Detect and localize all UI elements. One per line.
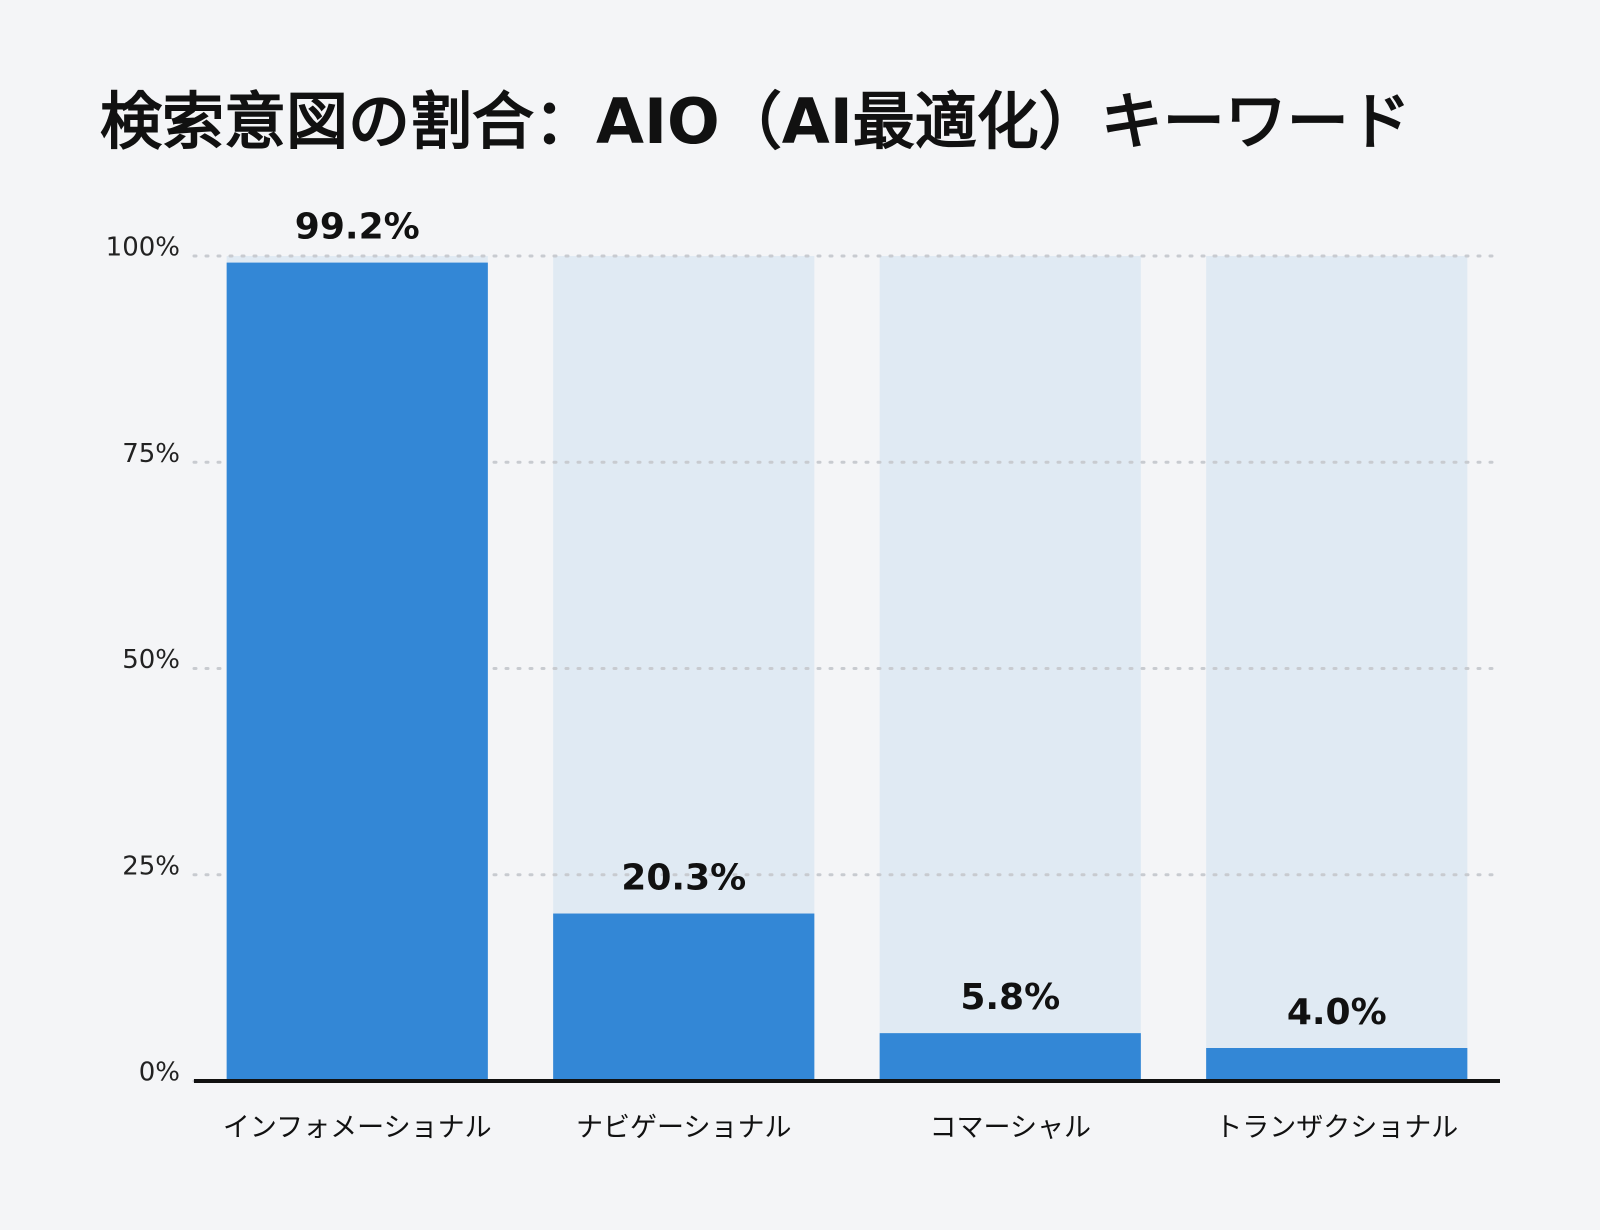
chart-title: 検索意図の割合：AIO（AI最適化）キーワード (100, 85, 1411, 158)
y-tick-label: 100% (106, 233, 180, 263)
bar (879, 1033, 1141, 1081)
value-label: 20.3% (621, 858, 746, 899)
x-tick-label: トランザクショナル (1215, 1113, 1458, 1144)
bar (1206, 1048, 1468, 1081)
y-tick-label: 25% (122, 851, 180, 881)
x-tick-label: ナビゲーショナル (576, 1113, 791, 1144)
value-label: 99.2% (295, 207, 420, 248)
y-tick-label: 50% (122, 645, 180, 675)
bar (226, 262, 488, 1082)
value-label: 4.0% (1287, 992, 1387, 1033)
x-tick-label: インフォメーショナル (223, 1113, 492, 1144)
x-tick-label: コマーシャル (930, 1113, 1091, 1144)
y-tick-label: 0% (139, 1058, 180, 1088)
value-label: 5.8% (960, 977, 1060, 1018)
bar (553, 913, 815, 1081)
y-tick-label: 75% (122, 439, 180, 469)
